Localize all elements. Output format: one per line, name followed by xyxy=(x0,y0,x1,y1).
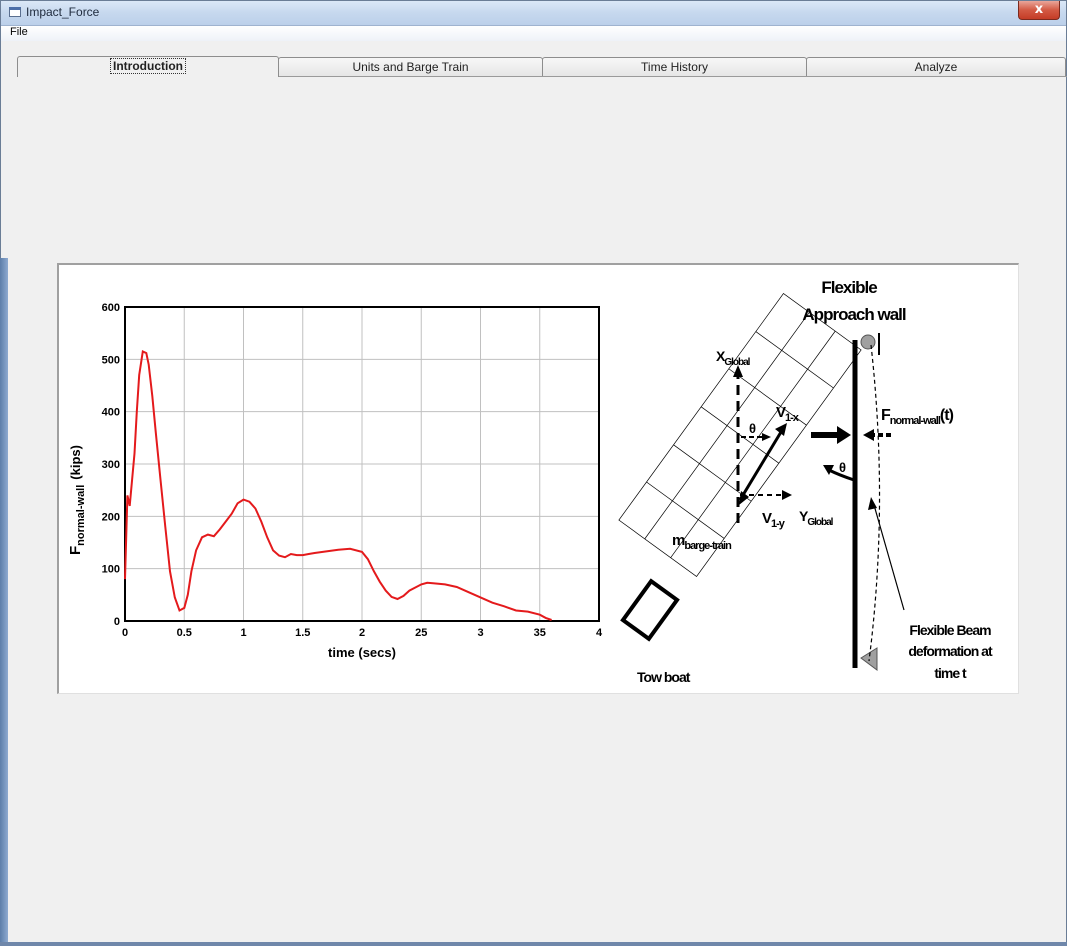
tab-units-label: Units and Barge Train xyxy=(352,60,469,74)
y-global-label: YGlobal xyxy=(799,508,834,528)
force-suffix: (t) xyxy=(940,407,954,424)
chart-grid xyxy=(124,306,600,622)
v1x-main: V xyxy=(776,404,786,421)
y-tick-label: 600 xyxy=(102,302,120,314)
plot-frame xyxy=(124,306,600,622)
y-axis-label: Fnormal-wall (kips) xyxy=(67,445,87,555)
x-global-arrowhead xyxy=(733,365,743,377)
y-global-arrowhead xyxy=(782,490,792,500)
y-tick-label: 200 xyxy=(102,511,120,523)
mass-label: mbarge-train xyxy=(672,532,732,552)
tab-introduction-label: Introduction xyxy=(110,58,186,74)
v1x-arrowhead xyxy=(775,423,787,436)
x-tick-label: 0 xyxy=(122,627,128,639)
v1y-sub: 1-y xyxy=(771,518,786,530)
v1x-label: V1-x xyxy=(776,404,800,424)
tab-introduction[interactable]: Introduction xyxy=(17,56,279,77)
force-label: Fnormal-wall(t) xyxy=(881,407,954,427)
left-window-edge xyxy=(0,258,8,946)
mass-sub: barge-train xyxy=(684,540,732,552)
force-sub: normal-wall xyxy=(890,415,941,427)
x-tick-label: 0.5 xyxy=(177,627,192,639)
menu-bar: File xyxy=(1,26,1066,41)
figure-svg: 0 100 200 300 400 500 600 0 0.5 1 1.5 2 25 3 35 4 time… xyxy=(67,278,994,685)
wall-title-line1: Flexible xyxy=(821,278,877,297)
tab-analyze-label: Analyze xyxy=(914,60,958,74)
y-tick-label: 300 xyxy=(102,459,120,471)
window-title: Impact_Force xyxy=(26,5,100,19)
v1y-main: V xyxy=(762,510,772,527)
v1y-label: V1-y xyxy=(762,510,786,530)
tab-analyze[interactable]: Analyze xyxy=(806,57,1066,76)
y-global-main: Y xyxy=(799,508,809,524)
velocity-line xyxy=(738,431,783,501)
theta2-label: θ xyxy=(839,460,846,475)
wall-force-arrowhead xyxy=(863,429,874,441)
y-tick-label: 0 xyxy=(114,616,120,628)
theta1-arrowhead xyxy=(762,433,771,441)
tab-time-history-label: Time History xyxy=(641,60,708,74)
beam-label-line1: Flexible Beam xyxy=(909,622,991,638)
beam-pointer-arrowhead xyxy=(868,497,877,510)
theta1-label: θ xyxy=(749,421,756,436)
v1x-sub: 1-x xyxy=(785,412,800,424)
close-button[interactable]: x xyxy=(1018,1,1060,20)
tab-units-and-barge-train[interactable]: Units and Barge Train xyxy=(278,57,543,76)
menu-file[interactable]: File xyxy=(10,26,28,38)
y-tick-label: 100 xyxy=(102,564,120,576)
x-tick-labels: 0 0.5 1 1.5 2 25 3 35 4 xyxy=(122,627,603,639)
x-tick-label: 1 xyxy=(240,627,246,639)
bottom-window-edge xyxy=(0,942,1067,946)
x-global-main: X xyxy=(716,348,726,364)
wall-top-support xyxy=(860,334,876,350)
y-tick-label: 500 xyxy=(102,354,120,366)
barge-grid-line xyxy=(700,406,780,464)
barge-grid-line xyxy=(755,331,834,389)
x-global-sub: Global xyxy=(724,357,750,368)
force-main: F xyxy=(881,407,891,424)
beam-pointer-line xyxy=(873,504,905,611)
title-bar[interactable]: Impact_Force x xyxy=(1,1,1066,26)
impact-arrowhead xyxy=(837,426,851,444)
theta2-arrowhead xyxy=(823,465,834,475)
tab-divider xyxy=(17,76,1067,77)
force-series-line xyxy=(124,350,552,621)
y-global-sub: Global xyxy=(807,517,833,528)
barge-grid-line xyxy=(646,481,725,539)
beam-label-line3: time t xyxy=(934,665,967,681)
y-tick-labels: 0 100 200 300 400 500 600 xyxy=(102,302,120,628)
towboat-shape xyxy=(620,578,680,642)
app-icon xyxy=(9,7,21,17)
x-tick-label: 1.5 xyxy=(295,627,310,639)
beam-deformation-curve xyxy=(868,344,881,662)
impact-diagram: Flexible Approach wall XGlobal YGlobal V… xyxy=(618,278,994,685)
tab-strip: Introduction Units and Barge Train Time … xyxy=(17,56,1067,77)
v1y-arrowhead xyxy=(739,491,749,505)
y-tick-label: 400 xyxy=(102,407,120,419)
x-tick-label: 25 xyxy=(415,627,427,639)
x-axis-label: time (secs) xyxy=(328,645,396,660)
y-axis-label-unit: (kips) xyxy=(68,445,83,480)
tab-time-history[interactable]: Time History xyxy=(542,57,807,76)
beam-label-line2: deformation at xyxy=(908,643,993,659)
mass-main: m xyxy=(672,532,685,549)
barge-grid-line xyxy=(728,368,807,426)
wall-bottom-support xyxy=(860,647,878,671)
y-axis-label-sub: normal-wall xyxy=(75,485,87,546)
x-tick-label: 3 xyxy=(477,627,483,639)
barge-train xyxy=(618,293,862,577)
x-global-label: XGlobal xyxy=(716,348,751,368)
wall-title-line2: Approach wall xyxy=(802,305,905,324)
towboat-label: Tow boat xyxy=(637,669,691,685)
x-tick-label: 2 xyxy=(359,627,365,639)
x-tick-label: 35 xyxy=(534,627,546,639)
barge-grid-line xyxy=(673,444,752,502)
y-axis-label-main: F xyxy=(67,546,84,555)
barge-outline xyxy=(618,293,862,577)
force-time-chart: 0 100 200 300 400 500 600 0 0.5 1 1.5 2 25 3 35 4 time… xyxy=(67,302,603,660)
x-tick-label: 4 xyxy=(596,627,603,639)
intro-figure: 0 100 200 300 400 500 600 0 0.5 1 1.5 2 25 3 35 4 time… xyxy=(57,263,1019,694)
